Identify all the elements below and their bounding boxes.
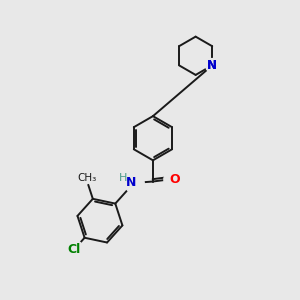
Text: N: N (207, 59, 217, 72)
Text: O: O (169, 172, 180, 186)
Text: Cl: Cl (68, 243, 81, 256)
Text: N: N (126, 176, 136, 189)
Text: H: H (118, 173, 127, 183)
Text: CH₃: CH₃ (77, 173, 96, 183)
Text: N: N (207, 59, 217, 72)
